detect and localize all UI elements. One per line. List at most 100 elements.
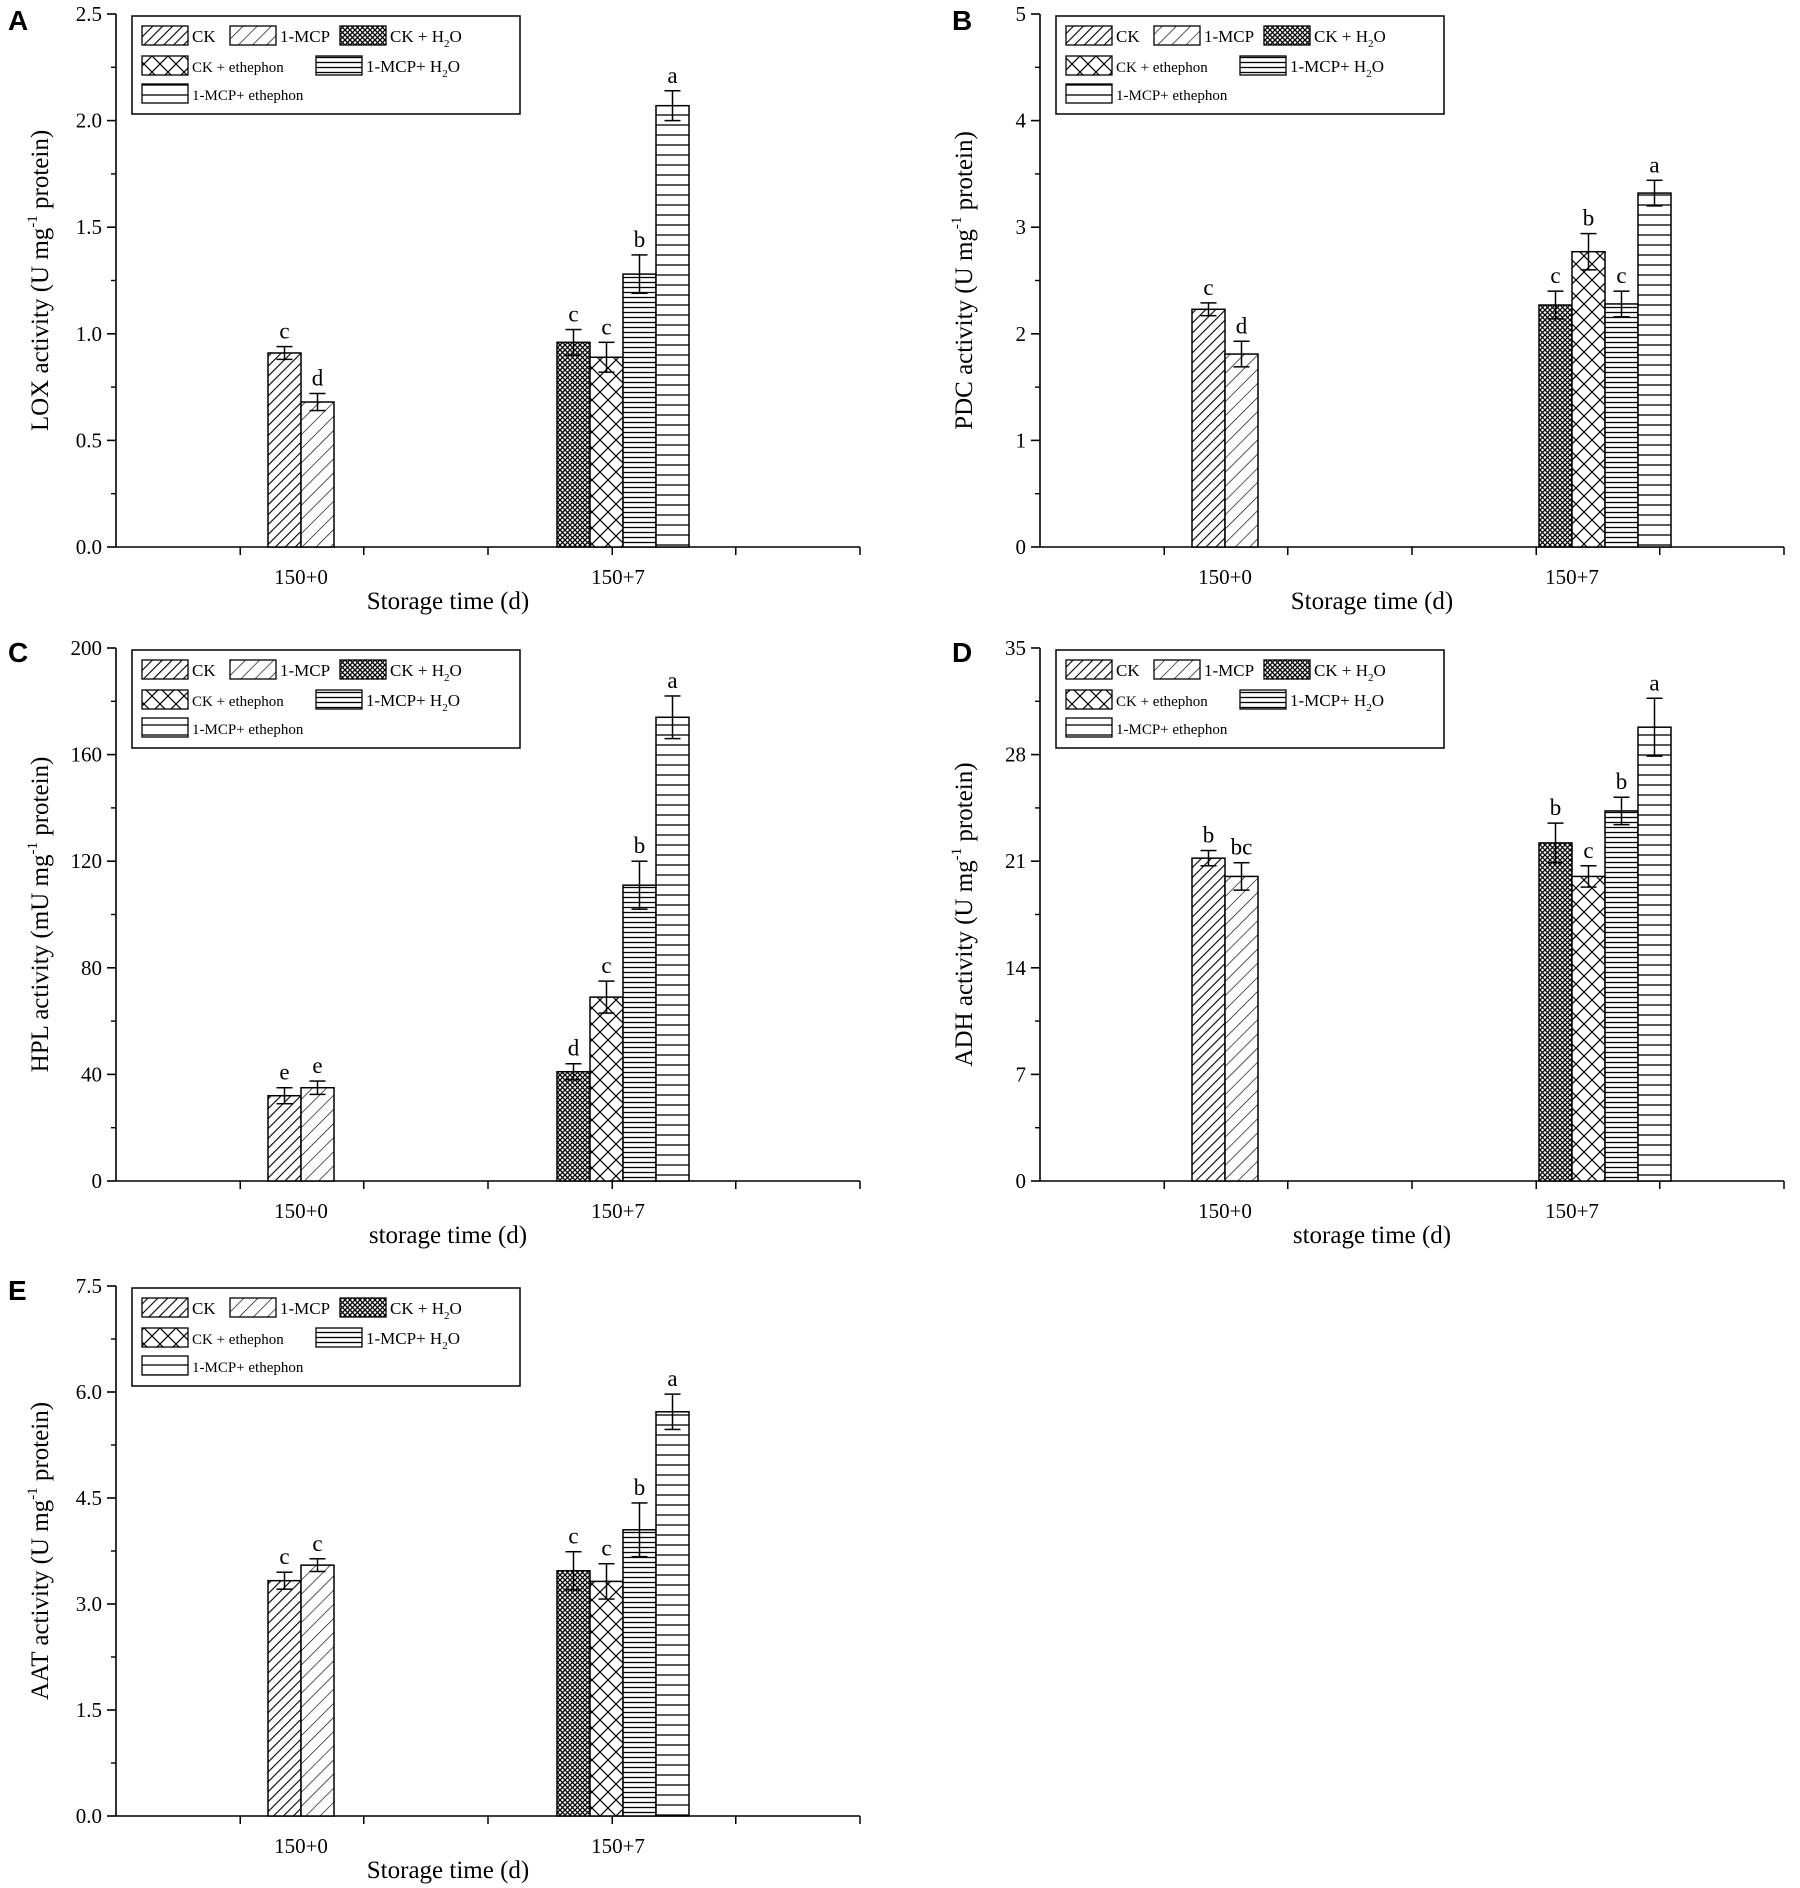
y-tick-label: 2.0 [76, 109, 102, 133]
legend: CK 1-MCP CK + H2O CK + ethephon 1-MCP+ H2O 1-… [1055, 15, 1445, 115]
legend-swatch-mcp-ethephon [1065, 83, 1113, 104]
y-tick-label: 14 [1005, 956, 1027, 980]
y-tick-label: 0.5 [76, 428, 102, 452]
bar-mcp-ethephon-150+7 [655, 716, 690, 1182]
x-tick-label: 150+0 [1198, 565, 1252, 589]
panel-e: E 0.0 1.5 3.0 4.5 6.0 7.5 150+0 150+7 Storage tim… [8, 1274, 861, 1884]
x-tick-label: 150+0 [274, 565, 328, 589]
y-tick-label: 0.0 [76, 1804, 102, 1828]
significance-label: d [312, 365, 324, 390]
bar-ck-ethephon-150+7 [589, 996, 624, 1182]
legend-label-ck: CK [1116, 27, 1140, 46]
legend-swatch-ck [1065, 659, 1113, 680]
x-tick-label: 150+7 [591, 1834, 645, 1858]
significance-label: c [568, 1524, 578, 1549]
y-tick-label: 2.5 [76, 2, 102, 26]
legend-box [131, 649, 521, 749]
significance-label: c [601, 953, 611, 978]
bar-mcp-150+0 [300, 401, 335, 548]
x-axis-title: storage time (d) [369, 1222, 527, 1249]
panel-letter: E [8, 1275, 27, 1306]
panel-d: D 0 7 14 21 28 35 150+0 150+7 storage time (d) ADH… [949, 636, 1785, 1249]
significance-label: b [1583, 206, 1595, 231]
significance-label: b [1203, 823, 1215, 848]
legend-label-mcp-h2o: 1-MCP+ H2O [366, 1329, 460, 1352]
bar-mcp-h2o-150+7 [1604, 303, 1639, 548]
bar-ck-ethephon-150+7 [589, 1580, 624, 1817]
significance-label: c [1550, 263, 1560, 288]
legend-swatch-mcp-ethephon [141, 1355, 189, 1376]
significance-label: a [667, 1366, 677, 1391]
legend-swatch-ck-h2o [339, 25, 387, 46]
panel-letter: B [952, 5, 972, 36]
bar-ck-150+0 [1191, 857, 1226, 1182]
panel-letter: C [8, 637, 28, 668]
legend-swatch-ck-ethephon [1065, 689, 1113, 710]
y-tick-label: 1.5 [76, 215, 102, 239]
y-axis-title-main: ADH activity (U mg [951, 860, 978, 1067]
legend-swatch-mcp-ethephon [1065, 717, 1113, 738]
y-tick-label: 4.5 [76, 1486, 102, 1510]
y-tick-label: 3.0 [76, 1592, 102, 1616]
y-tick-label: 3 [1016, 215, 1027, 239]
y-tick-label: 35 [1005, 636, 1026, 660]
significance-label: c [312, 1531, 322, 1556]
legend-swatch-mcp-ethephon [141, 83, 189, 104]
significance-label: b [634, 1475, 646, 1500]
y-tick-label: 1 [1016, 428, 1027, 452]
significance-label: bc [1231, 835, 1253, 860]
x-tick-label: 150+0 [1198, 1199, 1252, 1223]
significance-label: c [1203, 275, 1213, 300]
legend-swatch-ck-h2o [339, 1297, 387, 1318]
y-tick-label: 4 [1016, 109, 1027, 133]
y-axis-title: ADH activity (U mg-1 protein) [949, 762, 978, 1066]
legend-swatch-mcp [229, 25, 277, 46]
legend-swatch-ck [141, 659, 189, 680]
bar-ck-ethephon-150+7 [1571, 250, 1606, 548]
y-axis-title-tail: protein) [27, 130, 54, 215]
legend-swatch-mcp-ethephon [141, 717, 189, 738]
bar-mcp-150+0 [1224, 353, 1259, 548]
legend-label-mcp-h2o: 1-MCP+ H2O [1290, 691, 1384, 714]
legend-label-mcp: 1-MCP [280, 661, 330, 680]
y-axis-title-main: LOX activity (U mg [27, 227, 54, 431]
y-axis-title: LOX activity (U mg-1 protein) [25, 130, 54, 431]
y-axis-title-sup: -1 [25, 1487, 41, 1500]
significance-label: b [1616, 769, 1628, 794]
legend-label-mcp-h2o: 1-MCP+ H2O [366, 57, 460, 80]
legend-label-mcp-h2o: 1-MCP+ H2O [1290, 57, 1384, 80]
legend: CK 1-MCP CK + H2O CK + ethephon 1-MCP+ H2O 1-… [1055, 649, 1445, 749]
legend-swatch-ck-ethephon [141, 1327, 189, 1348]
panel-b: B 0 1 2 3 4 5 150+0 150+7 Storage time (d) PDC act… [949, 2, 1785, 615]
y-tick-label: 120 [71, 849, 103, 873]
legend: CK 1-MCP CK + H2O CK + ethephon 1-MCP+ H2O 1-… [131, 1287, 521, 1387]
y-tick-label: 21 [1005, 849, 1026, 873]
legend-label-ck-h2o: CK + H2O [390, 1299, 462, 1322]
legend-label-mcp-ethephon: 1-MCP+ ethephon [192, 722, 304, 738]
legend-label-ck-ethephon: CK + ethephon [192, 60, 284, 76]
legend-swatch-mcp [1153, 25, 1201, 46]
y-tick-label: 40 [81, 1062, 102, 1086]
legend: CK 1-MCP CK + H2O CK + ethephon 1-MCP+ H2O 1-… [131, 649, 521, 749]
legend-swatch-ck [1065, 25, 1113, 46]
bar-mcp-ethephon-150+7 [655, 1411, 690, 1817]
legend-swatch-mcp-h2o [315, 1327, 363, 1348]
y-tick-label: 6.0 [76, 1380, 102, 1404]
panel-letter: D [952, 637, 972, 668]
significance-label: b [1550, 795, 1562, 820]
bar-ck-ethephon-150+7 [589, 356, 624, 548]
legend-label-mcp-ethephon: 1-MCP+ ethephon [1116, 722, 1228, 738]
significance-label: b [634, 227, 646, 252]
legend-label-mcp: 1-MCP [280, 1299, 330, 1318]
legend-swatch-mcp-h2o [315, 689, 363, 710]
y-tick-label: 7 [1016, 1062, 1027, 1086]
legend-label-ck-ethephon: CK + ethephon [1116, 60, 1208, 76]
legend-label-mcp-ethephon: 1-MCP+ ethephon [192, 1360, 304, 1376]
x-tick-label: 150+0 [274, 1199, 328, 1223]
legend-label-ck-ethephon: CK + ethephon [192, 1332, 284, 1348]
legend-label-mcp-ethephon: 1-MCP+ ethephon [192, 88, 304, 104]
bar-ck-h2o-150+7 [556, 341, 591, 548]
y-tick-label: 1.0 [76, 322, 102, 346]
legend-swatch-ck-ethephon [1065, 55, 1113, 76]
y-axis-title-main: HPL activity (mU mg [27, 854, 54, 1072]
